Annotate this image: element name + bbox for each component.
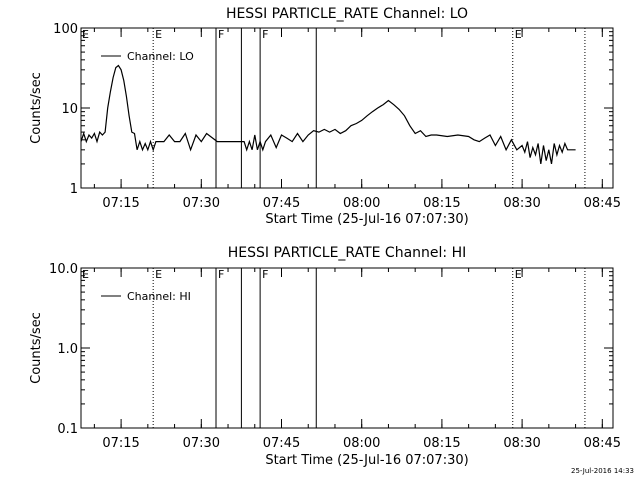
- x-tick-label: 08:00: [343, 196, 380, 211]
- x-tick-label: 08:30: [503, 436, 540, 451]
- event-label: E: [515, 268, 522, 281]
- x-tick-label: 07:15: [102, 196, 139, 211]
- event-label: F: [218, 268, 224, 281]
- y-tick-label: 10.0: [49, 262, 78, 277]
- chart-title: HESSI PARTICLE_RATE Channel: LO: [226, 6, 468, 22]
- series-line: [80, 64, 576, 165]
- chart-title: HESSI PARTICLE_RATE Channel: HI: [228, 245, 466, 261]
- x-tick-label: 07:45: [263, 196, 300, 211]
- y-axis-label: Counts/sec: [29, 72, 44, 144]
- x-tick-label: 08:30: [503, 196, 540, 211]
- x-tick-label: 08:15: [423, 196, 460, 211]
- legend-label: Channel: HI: [127, 290, 191, 303]
- x-tick-label: 07:30: [183, 196, 220, 211]
- corner-event-label: E: [82, 268, 89, 281]
- event-label: F: [262, 28, 268, 41]
- event-label: F: [218, 28, 224, 41]
- legend-label: Channel: LO: [127, 50, 194, 63]
- event-label: F: [262, 268, 268, 281]
- x-tick-label: 08:15: [423, 436, 460, 451]
- event-label: E: [515, 28, 522, 41]
- corner-event-label: E: [82, 28, 89, 41]
- x-tick-label: 07:45: [263, 436, 300, 451]
- x-axis-label: Start Time (25-Jul-16 07:07:30): [265, 212, 468, 227]
- x-axis-label: Start Time (25-Jul-16 07:07:30): [265, 453, 468, 468]
- x-tick-label: 07:15: [102, 436, 139, 451]
- y-axis-label: Counts/sec: [29, 312, 44, 384]
- y-tick-label: 100: [53, 22, 78, 37]
- x-tick-label: 08:45: [584, 436, 621, 451]
- x-tick-label: 07:30: [183, 436, 220, 451]
- x-tick-label: 08:45: [584, 196, 621, 211]
- footer-timestamp: 25-Jul-2016 14:33: [570, 467, 634, 475]
- event-label: E: [155, 268, 162, 281]
- y-tick-label: 1.0: [57, 342, 78, 357]
- event-label: E: [155, 28, 162, 41]
- y-tick-label: 10: [61, 102, 78, 117]
- y-tick-label: 0.1: [57, 422, 78, 437]
- y-tick-label: 1: [70, 182, 78, 197]
- x-tick-label: 08:00: [343, 436, 380, 451]
